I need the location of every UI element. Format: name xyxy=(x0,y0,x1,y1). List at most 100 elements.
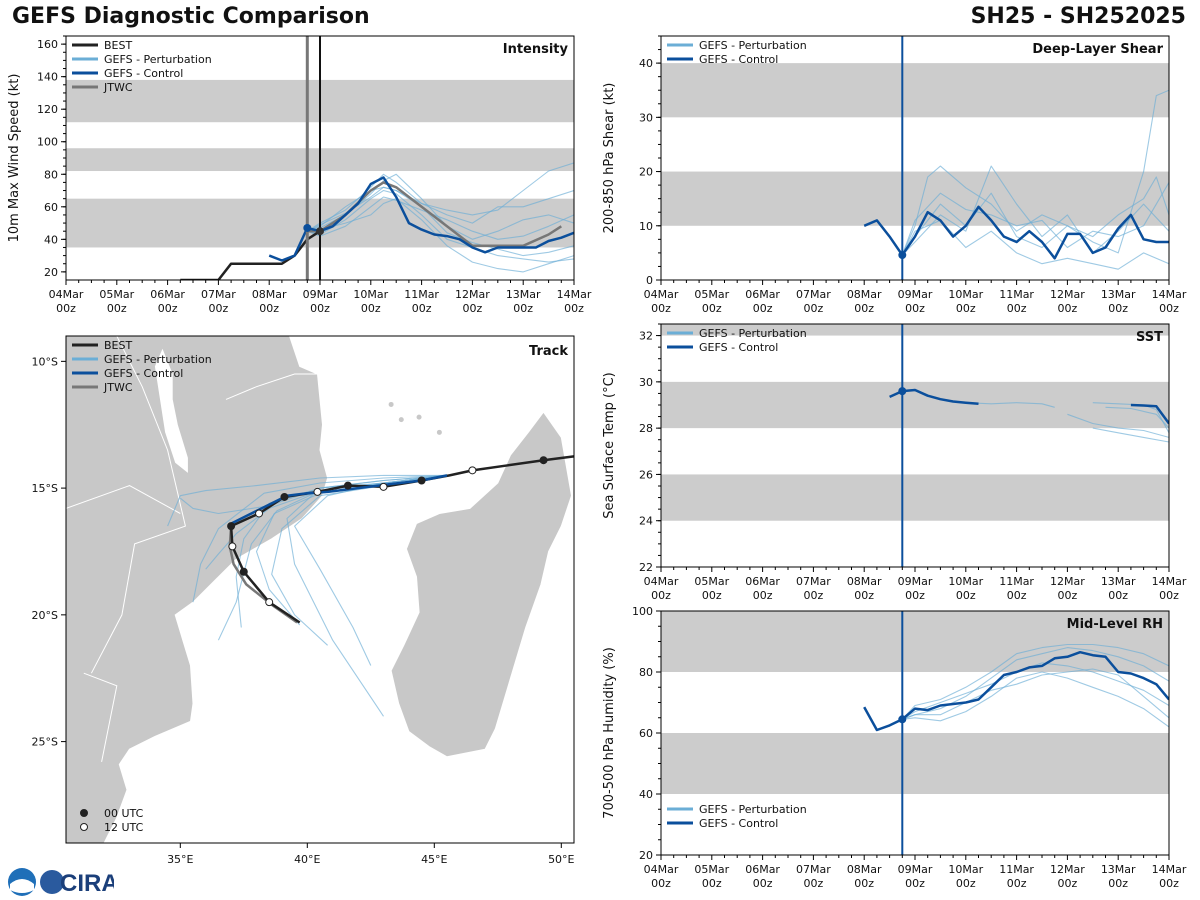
x-tick-sublabel: 00z xyxy=(651,877,671,890)
series-line-gefs-perturbation xyxy=(307,162,574,232)
x-tick-label: 09Mar xyxy=(898,575,933,588)
legend-label-gefs-perturbation: GEFS - Perturbation xyxy=(699,327,807,340)
x-tick-label: 40°E xyxy=(294,853,320,866)
best-marker-00utc xyxy=(280,492,289,501)
y-tick-label: 26 xyxy=(639,468,653,481)
x-tick-label: 06Mar xyxy=(150,288,185,301)
x-tick-label: 04Mar xyxy=(644,288,679,301)
best-current-marker xyxy=(316,227,324,236)
x-tick-sublabel: 00z xyxy=(651,302,671,315)
y-tick-label: 20°S xyxy=(32,609,58,622)
best-marker-00utc xyxy=(227,522,236,531)
y-tick-label: 100 xyxy=(37,136,58,149)
band-shear-1 xyxy=(661,63,1169,118)
x-tick-label: 06Mar xyxy=(745,863,780,876)
legend-label-gefs-control: GEFS - Control xyxy=(104,67,183,80)
x-tick-sublabel: 00z xyxy=(463,302,483,315)
x-tick-label: 10Mar xyxy=(948,863,983,876)
x-tick-sublabel: 00z xyxy=(564,302,584,315)
y-tick-label: 24 xyxy=(639,515,653,528)
y-tick-label: 0 xyxy=(646,274,653,287)
x-tick-sublabel: 00z xyxy=(1007,302,1027,315)
x-tick-label: 13Mar xyxy=(1101,575,1136,588)
lake-malawi xyxy=(154,348,188,473)
x-tick-sublabel: 00z xyxy=(1108,302,1128,315)
x-tick-sublabel: 00z xyxy=(804,302,824,315)
x-tick-label: 04Mar xyxy=(49,288,84,301)
x-tick-sublabel: 00z xyxy=(956,877,976,890)
best-marker-00utc xyxy=(239,567,248,576)
x-tick-label: 11Mar xyxy=(999,288,1034,301)
panel-title: Intensity xyxy=(503,42,569,57)
track-line-gefs-perturbation xyxy=(167,474,447,527)
x-tick-sublabel: 00z xyxy=(1007,877,1027,890)
y-tick-label: 140 xyxy=(37,71,58,84)
x-tick-label: 50°E xyxy=(548,853,574,866)
x-tick-sublabel: 00z xyxy=(804,589,824,602)
plot-frame xyxy=(65,335,575,844)
x-tick-label: 10Mar xyxy=(948,288,983,301)
y-tick-label: 10°S xyxy=(32,355,58,368)
x-tick-sublabel: 00z xyxy=(753,877,773,890)
series-line-gefs-control xyxy=(1130,403,1169,425)
panel-sst: 22242628303204Mar00z05Mar00z06Mar00z07Ma… xyxy=(602,323,1187,602)
band-sst-2 xyxy=(661,324,1169,336)
series-line-gefs-perturbation xyxy=(902,671,1169,728)
y-tick-label: 80 xyxy=(44,168,58,181)
best-marker-12utc xyxy=(468,466,477,475)
x-tick-label: 13Mar xyxy=(506,288,541,301)
x-tick-label: 07Mar xyxy=(796,288,831,301)
x-tick-label: 14Mar xyxy=(1152,575,1187,588)
series-line-gefs-perturbation xyxy=(1067,413,1169,438)
x-tick-label: 11Mar xyxy=(999,575,1034,588)
series-line-gefs-perturbation xyxy=(902,647,1169,720)
best-marker-12utc xyxy=(228,542,237,551)
country-border xyxy=(90,336,186,674)
x-tick-label: 10Mar xyxy=(948,575,983,588)
band-sst-0 xyxy=(661,474,1169,521)
y-axis-label: Sea Surface Temp (°C) xyxy=(602,372,617,519)
x-tick-label: 07Mar xyxy=(796,863,831,876)
x-tick-label: 05Mar xyxy=(694,288,729,301)
y-tick-label: 40 xyxy=(639,57,653,70)
x-tick-label: 08Mar xyxy=(252,288,287,301)
x-tick-sublabel: 00z xyxy=(1159,877,1179,890)
x-tick-sublabel: 00z xyxy=(158,302,178,315)
current-value-marker xyxy=(898,715,907,724)
x-tick-label: 05Mar xyxy=(694,575,729,588)
legend-label-gefs-perturbation: GEFS - Perturbation xyxy=(699,803,807,816)
x-tick-sublabel: 00z xyxy=(513,302,533,315)
x-tick-sublabel: 00z xyxy=(905,302,925,315)
series-line-gefs-perturbation xyxy=(902,668,1169,720)
best-marker-12utc xyxy=(255,509,264,518)
y-tick-label: 20 xyxy=(639,166,653,179)
series-line-gefs-perturbation xyxy=(307,189,574,263)
legend-marker-12utc xyxy=(80,823,88,831)
x-tick-sublabel: 00z xyxy=(107,302,127,315)
series-group-shear xyxy=(863,89,1169,270)
x-tick-label: 07Mar xyxy=(796,575,831,588)
series-line-gefs-control xyxy=(863,650,1169,732)
x-tick-sublabel: 00z xyxy=(651,589,671,602)
x-tick-sublabel: 00z xyxy=(956,302,976,315)
country-border xyxy=(66,485,181,514)
x-tick-sublabel: 00z xyxy=(259,302,279,315)
legend-label-best: BEST xyxy=(104,39,132,52)
island xyxy=(416,414,422,420)
track-line-gefs-control xyxy=(229,474,448,527)
panel-title: Mid-Level RH xyxy=(1067,617,1163,632)
x-tick-label: 09Mar xyxy=(303,288,338,301)
y-tick-label: 22 xyxy=(639,561,653,574)
x-tick-label: 12Mar xyxy=(455,288,490,301)
x-tick-sublabel: 00z xyxy=(1108,589,1128,602)
x-tick-sublabel: 00z xyxy=(1159,589,1179,602)
y-tick-label: 15°S xyxy=(32,482,58,495)
x-tick-label: 11Mar xyxy=(404,288,439,301)
panel-intensity: 2040608010012014016004Mar00z05Mar00z06Ma… xyxy=(7,35,592,315)
y-tick-label: 160 xyxy=(37,38,58,51)
y-tick-label: 32 xyxy=(639,330,653,343)
madagascar-landmass xyxy=(390,411,573,758)
y-axis-label: 10m Max Wind Speed (kt) xyxy=(7,74,22,243)
legend-label-jtwc: JTWC xyxy=(103,381,133,394)
